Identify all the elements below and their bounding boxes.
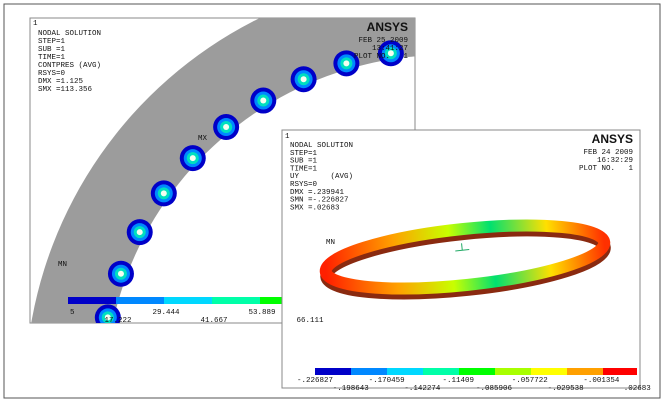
info-line: DMX =.239941 — [290, 189, 345, 197]
plot-number: PLOT NO. 1 — [579, 165, 634, 173]
notch — [104, 314, 111, 321]
info-line: UY (AVG) — [290, 173, 353, 181]
logo: ANSYS — [367, 20, 408, 34]
notch — [387, 50, 394, 57]
date: FEB 24 2009 — [583, 149, 633, 157]
legend-label: -.085906 — [476, 385, 513, 393]
contact-pressure-plot — [31, 18, 415, 323]
legend-label: 17.222 — [104, 317, 131, 325]
legend-bar — [315, 368, 637, 375]
time: 13:41:27 — [372, 45, 408, 53]
legend-label: -.029538 — [548, 385, 584, 393]
info-line: STEP=1 — [290, 150, 318, 158]
window-index: 1 — [285, 133, 290, 141]
info-line: SUB =1 — [38, 46, 66, 54]
legend-label: -.198643 — [333, 385, 370, 393]
info-line: NODAL SOLUTION — [38, 30, 101, 38]
legend-label: .02683 — [624, 385, 652, 393]
notch — [260, 97, 267, 104]
legend-label: 5 — [70, 309, 75, 317]
legend-label: -.170459 — [369, 377, 405, 385]
legend-bar — [68, 297, 308, 304]
info-line: STEP=1 — [38, 38, 66, 46]
ring — [31, 18, 415, 323]
displacement-plot — [319, 219, 611, 300]
legend-label: 66.111 — [296, 317, 324, 325]
info-line: NODAL SOLUTION — [290, 142, 353, 150]
info-line: TIME=1 — [38, 54, 66, 62]
notch — [300, 76, 307, 83]
info-line: RSYS=0 — [290, 181, 318, 189]
info-line: SMX =113.356 — [38, 86, 93, 94]
info-line: TIME=1 — [290, 165, 318, 173]
logo: ANSYS — [592, 132, 633, 146]
notch — [136, 229, 143, 236]
notch — [117, 270, 124, 277]
time: 16:32:29 — [597, 157, 633, 165]
date: FEB 25 2009 — [358, 37, 408, 45]
notch — [189, 155, 196, 162]
info-line: CONTPRES (AVG) — [38, 62, 101, 70]
legend-label: 41.667 — [200, 317, 227, 325]
legend-label: -.057722 — [512, 377, 548, 385]
min-marker: MN — [58, 261, 67, 269]
legend-label: -.001354 — [583, 377, 620, 385]
legend-label: -.226827 — [297, 377, 333, 385]
info-line: SMN =-.226827 — [290, 197, 349, 205]
notch — [223, 124, 230, 131]
min-marker: MN — [326, 239, 335, 247]
info-line: RSYS=0 — [38, 70, 66, 78]
plot-number: PLOT NO. 1 — [354, 53, 409, 61]
max-marker: MX — [198, 135, 208, 143]
info-line: SMX =.02683 — [290, 204, 340, 212]
notch — [160, 190, 167, 197]
info-line: SUB =1 — [290, 158, 318, 166]
window-index: 1 — [33, 20, 38, 28]
legend-label: 53.889 — [248, 309, 275, 317]
legend-label: -.11409 — [442, 377, 474, 385]
info-line: DMX =1.125 — [38, 78, 84, 86]
legend-label: 29.444 — [152, 309, 180, 317]
legend-label: -.142274 — [404, 385, 441, 393]
notch — [343, 60, 350, 67]
